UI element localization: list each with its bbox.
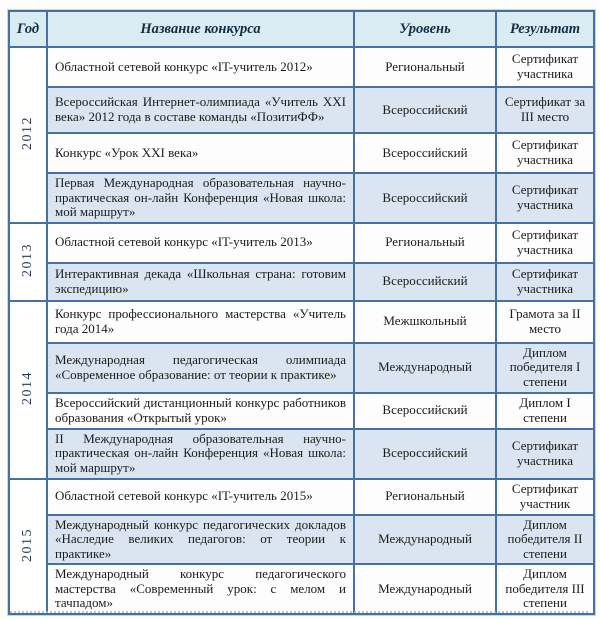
result-cell: Сертификат участника (495, 132, 595, 174)
year-cell: 2015 (8, 477, 48, 615)
result-cell: Сертификат участника (495, 221, 595, 264)
level-cell: Международный (353, 513, 497, 566)
competition-name-cell: II Международная образовательная научно-… (46, 427, 355, 480)
year-label: 2014 (20, 370, 36, 405)
level-cell: Всероссийский (353, 427, 497, 480)
table-row: II Международная образовательная научно-… (9, 427, 595, 480)
result-cell: Сертификат участник (495, 477, 595, 516)
year-cell: 2013 (8, 221, 48, 302)
competition-name-cell: Первая Международная образовательная нау… (46, 172, 355, 224)
level-cell: Международный (353, 563, 497, 615)
level-cell: Всероссийский (353, 172, 497, 224)
header-row: Год Название конкурса Уровень Результат (8, 10, 595, 48)
year-label: 2012 (20, 116, 36, 151)
table-row: 2013 Областной сетевой конкурс «IT-учите… (8, 221, 595, 302)
competition-name-cell: Областной сетевой конкурс «IT-учитель 20… (46, 221, 355, 264)
result-cell: Сертификат участника (495, 261, 595, 302)
level-cell: Всероссийский (353, 261, 497, 302)
level-cell: Региональный (353, 46, 497, 88)
awards-table: Год Название конкурса Уровень Результат … (8, 10, 595, 615)
result-cell: Сертификат за III место (495, 86, 595, 134)
competition-name-cell: Областной сетевой конкурс «IT-учитель 20… (46, 46, 355, 88)
level-cell: Региональный (353, 221, 497, 264)
table-row: 2012 Областной сетевой конкурс «IT-учите… (8, 46, 595, 224)
table-row: Первая Международная образовательная нау… (9, 172, 595, 224)
year-label: 2013 (20, 242, 36, 277)
level-cell: Всероссийский (353, 132, 497, 174)
competition-name-cell: Интерактивная декада «Школьная страна: г… (46, 261, 355, 302)
table-row: Международный конкурс педагогического ма… (9, 563, 595, 615)
header-result: Результат (495, 10, 595, 48)
competition-name-cell: Конкурс профессионального мастерства «Уч… (46, 299, 355, 344)
year-label: 2015 (20, 527, 36, 562)
result-cell: Диплом победителя III степени (495, 563, 595, 615)
level-cell: Всероссийский (353, 86, 497, 134)
table-row: Всероссийский дистанционный конкурс рабо… (9, 391, 595, 430)
competition-name-cell: Международная педагогическая олимпиада «… (46, 341, 355, 394)
table-row: Международная педагогическая олимпиада «… (9, 341, 595, 394)
result-cell: Сертификат участника (495, 46, 595, 88)
result-cell: Диплом победителя I степени (495, 341, 595, 394)
level-cell: Международный (353, 341, 497, 394)
table-row: Международный конкурс педагогических док… (9, 513, 595, 566)
table-row: Всероссийская Интернет-олимпиада «Учител… (9, 86, 595, 134)
competition-name-cell: Конкурс «Урок XXI века» (46, 132, 355, 174)
result-cell: Сертификат участника (495, 172, 595, 224)
result-cell: Грамота за II место (495, 299, 595, 344)
result-cell: Диплом победителя II степени (495, 513, 595, 566)
table-row: 2014 Конкурс профессионального мастерств… (8, 299, 595, 480)
header-level: Уровень (353, 10, 497, 48)
table-row: Конкурс «Урок XXI века» Всероссийский Се… (9, 132, 595, 174)
competition-name-cell: Международный конкурс педагогического ма… (46, 563, 355, 615)
competition-name-cell: Областной сетевой конкурс «IT-учитель 20… (46, 477, 355, 516)
level-cell: Всероссийский (353, 391, 497, 430)
competition-name-cell: Всероссийский дистанционный конкурс рабо… (46, 391, 355, 430)
level-cell: Региональный (353, 477, 497, 516)
header-year: Год (8, 10, 48, 48)
year-cell: 2012 (8, 46, 48, 224)
competition-name-cell: Международный конкурс педагогических док… (46, 513, 355, 566)
competition-name-cell: Всероссийская Интернет-олимпиада «Учител… (46, 86, 355, 134)
level-cell: Межшкольный (353, 299, 497, 344)
year-cell: 2014 (8, 299, 48, 480)
page-dotted-divider (10, 611, 588, 613)
result-cell: Сертификат участника (495, 427, 595, 480)
header-competition-name: Название конкурса (46, 10, 355, 48)
table-row: Интерактивная декада «Школьная страна: г… (9, 261, 595, 302)
result-cell: Диплом I степени (495, 391, 595, 430)
table-row: 2015 Областной сетевой конкурс «IT-учите… (8, 477, 595, 615)
